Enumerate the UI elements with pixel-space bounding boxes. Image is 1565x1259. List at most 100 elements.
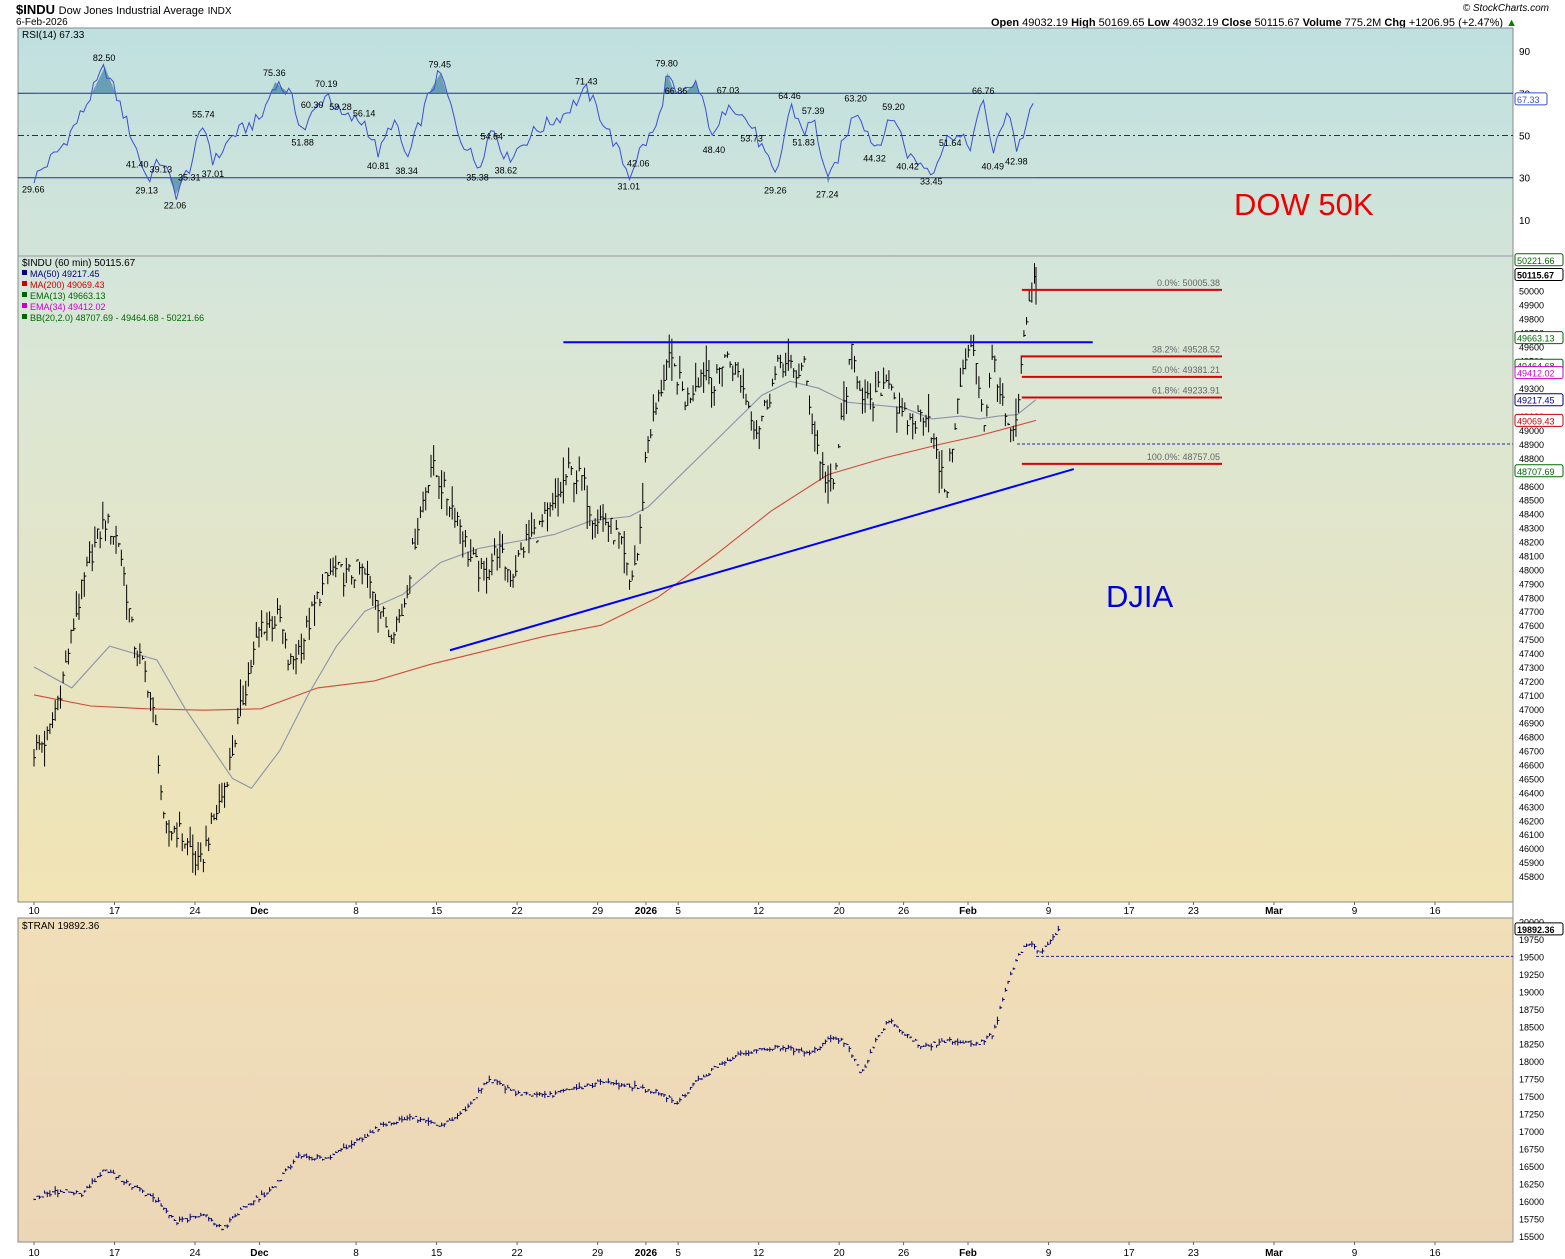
tran-tick-label: 19500	[1519, 952, 1544, 962]
x-tick-label: 20	[834, 906, 846, 917]
exchange: INDX	[207, 6, 232, 17]
rsi-value-label: 35.38	[466, 172, 489, 182]
tran-last-value-box	[1514, 922, 1564, 936]
price-tick-label: 48900	[1519, 440, 1544, 450]
tran-x-axis: 10 17 24 Dec 8 15 22 29 2026 5 12 20 26 Feb 9 17 23 Mar 9 1…	[28, 1242, 1441, 1259]
x-tick-label: Dec	[250, 1248, 269, 1259]
price-bars	[33, 262, 1037, 876]
price-tick-label: 47500	[1519, 635, 1544, 645]
rsi-value-label: 70.19	[315, 79, 338, 89]
legend-swatch	[22, 292, 27, 297]
price-right-label-box	[1514, 413, 1564, 427]
price-right-label: 49069.43	[1517, 416, 1555, 426]
x-tick-label: 5	[675, 1248, 681, 1259]
rsi-value-label: 37.01	[202, 169, 225, 179]
price-tick-label: 47200	[1519, 677, 1544, 687]
price-tick-label: 48000	[1519, 565, 1544, 575]
right-axis-area	[1513, 28, 1565, 1258]
price-right-label-box	[1514, 393, 1564, 407]
price-tick-label: 47300	[1519, 663, 1544, 673]
price-tick-label: 49900	[1519, 301, 1544, 311]
rsi-value-label: 40.49	[981, 162, 1004, 172]
chart-date: 6-Feb-2026	[16, 17, 68, 28]
x-tick-label: 9	[1046, 1248, 1052, 1259]
x-tick-label: 22	[512, 1248, 524, 1259]
tran-tick-label: 16750	[1519, 1145, 1544, 1155]
rsi-value-label: 51.83	[792, 138, 815, 148]
rsi-value-label: 51.64	[939, 138, 962, 148]
upper-panel-background	[17, 27, 1514, 903]
x-tick-label: 10	[28, 1248, 40, 1259]
rsi-value-label: 56.14	[353, 109, 376, 119]
x-tick-label: 23	[1188, 906, 1200, 917]
rsi-value-label: 27.24	[816, 190, 839, 200]
x-tick-label: 10	[28, 906, 40, 917]
x-tick-label: 22	[512, 906, 524, 917]
price-tick-label: 48500	[1519, 496, 1544, 506]
price-right-label: 49217.45	[1517, 396, 1555, 406]
symbol-title: $INDU Dow Jones Industrial Average INDX	[16, 2, 232, 17]
x-tick-label: 15	[431, 1248, 443, 1259]
quote-value: 50115.67	[1254, 17, 1303, 29]
tran-tick-label: 20000	[1519, 917, 1544, 927]
price-legend-title: $INDU (60 min) 50115.67	[22, 258, 136, 269]
rsi-panel: 103050709029.6682.5041.4029.1339.1322.06…	[18, 30, 1548, 227]
rsi-value-label: 29.26	[764, 185, 787, 195]
rsi-value-label: 75.36	[263, 68, 286, 78]
price-tick-label: 48600	[1519, 482, 1544, 492]
rsi-value-label: 44.32	[863, 153, 886, 163]
price-tick-label: 46800	[1519, 733, 1544, 743]
rsi-tick-label: 90	[1519, 47, 1531, 58]
legend-item: MA(200) 49069.43	[30, 280, 105, 290]
tran-tick-label: 19750	[1519, 935, 1544, 945]
price-right-label-box	[1514, 331, 1564, 345]
x-tick-label: 8	[353, 1248, 359, 1259]
rsi-value-label: 35.31	[178, 172, 201, 182]
annotation-djia: DJIA	[1106, 579, 1174, 614]
fib-level-label: 0.0%: 50005.38	[1157, 278, 1220, 288]
x-tick-label: 15	[431, 906, 443, 917]
tran-tick-label: 17000	[1519, 1127, 1544, 1137]
tran-tick-label: 15500	[1519, 1232, 1544, 1242]
price-tick-label: 50000	[1519, 287, 1544, 297]
rsi-last-value-box	[1514, 92, 1548, 106]
x-tick-label: 17	[1123, 1248, 1135, 1259]
price-right-label-box	[1514, 464, 1564, 478]
rsi-value-label: 38.34	[395, 166, 418, 176]
price-tick-label: 47900	[1519, 579, 1544, 589]
tran-tick-label: 18750	[1519, 1005, 1544, 1015]
x-tick-label: 2026	[635, 906, 658, 917]
legend-item: EMA(34) 49412.02	[30, 302, 106, 312]
price-tick-label: 45900	[1519, 858, 1544, 868]
up-arrow-icon: ▲	[1506, 17, 1517, 29]
tran-tick-label: 16000	[1519, 1197, 1544, 1207]
legend-swatch	[22, 314, 27, 319]
quote-bar: Open 49032.19 High 50169.65 Low 49032.19…	[991, 17, 1517, 29]
rsi-value-label: 64.46	[778, 91, 801, 101]
legend-item: MA(50) 49217.45	[30, 269, 100, 279]
quote-label: Open	[990, 17, 1023, 29]
price-tick-label: 48300	[1519, 524, 1544, 534]
x-tick-label: Feb	[959, 1248, 977, 1259]
tran-bars	[33, 925, 1061, 1231]
rsi-value-label: 60.30	[301, 100, 324, 110]
quote-label: Chg	[1384, 17, 1409, 29]
price-tick-label: 49000	[1519, 426, 1544, 436]
rsi-tick-label: 50	[1519, 132, 1531, 143]
price-right-label: 50221.66	[1517, 256, 1555, 266]
annotation-dow-50k: DOW 50K	[1234, 187, 1374, 222]
rsi-value-label: 79.80	[655, 59, 678, 69]
x-tick-label: 12	[753, 1248, 765, 1259]
x-tick-label: 12	[753, 906, 765, 917]
x-tick-label: 17	[109, 1248, 121, 1259]
price-tick-label: 46600	[1519, 761, 1544, 771]
price-right-label: 49663.13	[1517, 334, 1555, 344]
rsi-value-label: 22.06	[164, 200, 187, 210]
quote-value: 49032.19	[1172, 17, 1222, 29]
rsi-last-value: 67.33	[1517, 95, 1540, 105]
ma50-line	[33, 380, 1037, 790]
price-tick-label: 46400	[1519, 788, 1544, 798]
rsi-tick-label: 10	[1519, 216, 1531, 227]
quote-label: Low	[1147, 17, 1173, 29]
x-tick-label: 9	[1352, 1248, 1358, 1259]
